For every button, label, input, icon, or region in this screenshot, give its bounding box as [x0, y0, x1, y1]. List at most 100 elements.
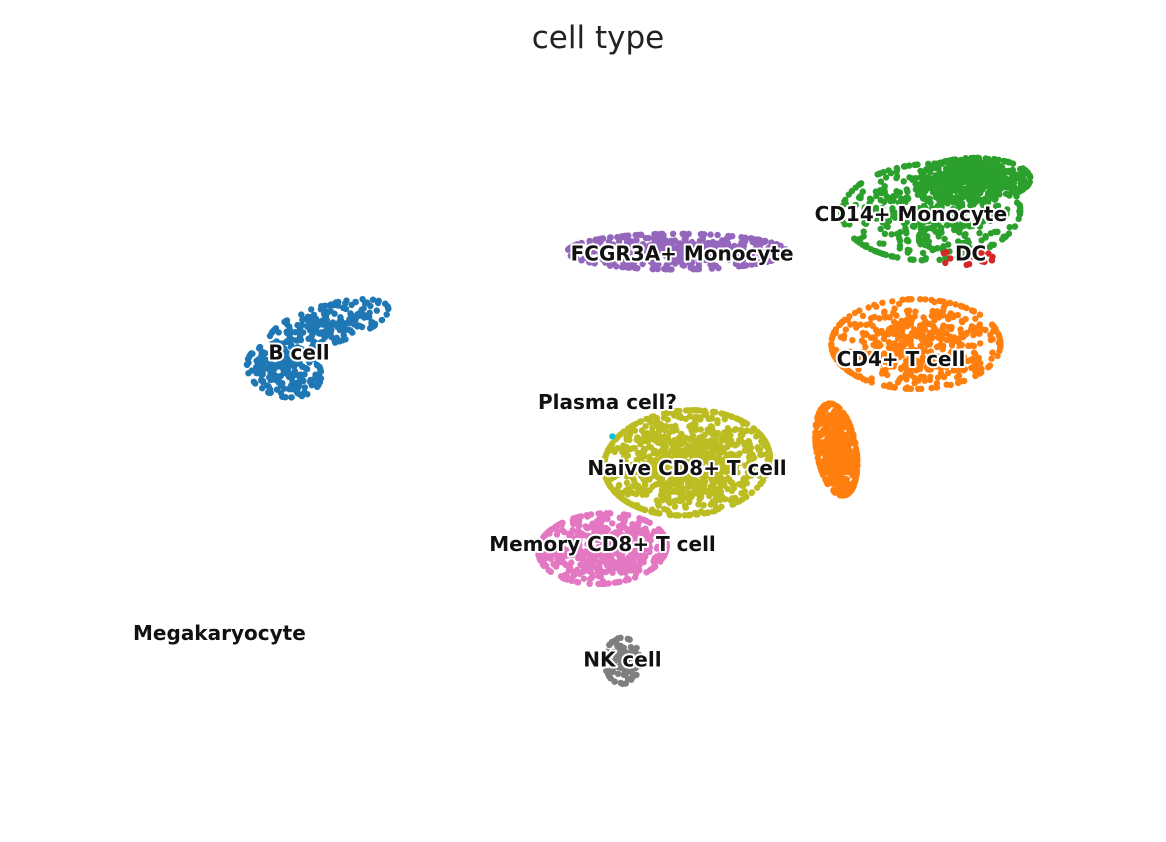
data-point	[712, 247, 719, 254]
data-point	[992, 203, 1000, 210]
data-point	[671, 250, 679, 257]
data-point	[758, 438, 765, 445]
data-point	[1016, 185, 1023, 192]
data-point	[287, 343, 294, 351]
data-point	[962, 315, 969, 323]
data-point	[973, 214, 980, 221]
data-point	[578, 239, 585, 247]
data-point	[841, 332, 848, 339]
data-point	[739, 496, 746, 503]
data-point	[342, 305, 350, 313]
data-point	[950, 171, 957, 178]
data-point	[1020, 178, 1027, 185]
data-point	[622, 487, 629, 494]
data-point	[675, 436, 683, 443]
data-point	[651, 234, 658, 241]
data-point	[841, 316, 848, 324]
data-point	[904, 249, 911, 256]
data-point	[541, 562, 548, 570]
data-point	[897, 320, 904, 328]
data-point	[596, 251, 604, 259]
data-point	[330, 302, 338, 309]
data-point	[767, 257, 775, 264]
data-point	[243, 361, 251, 369]
data-point	[937, 159, 944, 166]
data-point	[868, 315, 875, 322]
cluster-cd4-t-cell	[812, 296, 1004, 499]
data-point	[358, 306, 365, 314]
data-point	[625, 499, 632, 506]
data-point	[987, 230, 995, 237]
data-point	[317, 365, 324, 372]
data-point	[920, 373, 928, 381]
data-point	[565, 246, 572, 253]
data-point	[610, 565, 617, 573]
data-point	[585, 558, 592, 565]
cluster-label: FCGR3A+ Monocyte	[571, 241, 794, 265]
data-point	[614, 233, 621, 241]
data-point	[877, 178, 885, 185]
data-point	[729, 495, 736, 502]
data-point	[839, 455, 847, 462]
data-point	[918, 225, 926, 232]
data-point	[842, 326, 849, 333]
data-point	[658, 447, 665, 455]
data-point	[655, 420, 663, 427]
cluster-fcgr3a-monocyte	[565, 230, 790, 273]
data-point	[689, 407, 696, 414]
data-point	[970, 154, 978, 162]
data-point	[982, 234, 989, 241]
data-point	[1017, 165, 1024, 173]
data-point	[903, 237, 910, 244]
data-point	[614, 256, 621, 263]
data-point	[704, 426, 711, 433]
data-point	[903, 186, 910, 193]
data-point	[919, 249, 927, 257]
data-point	[630, 422, 637, 429]
data-point	[950, 156, 957, 163]
data-point	[709, 498, 717, 505]
data-point	[620, 442, 627, 449]
data-point	[925, 337, 932, 344]
data-point	[347, 314, 354, 322]
data-point	[701, 407, 708, 414]
data-point	[877, 225, 884, 233]
data-point	[846, 447, 853, 454]
data-point	[259, 368, 266, 375]
data-point	[927, 373, 934, 381]
data-point	[555, 521, 562, 529]
data-point	[597, 572, 605, 580]
data-point	[928, 384, 935, 392]
data-point	[987, 331, 994, 339]
data-point	[652, 556, 660, 563]
data-point	[937, 329, 945, 336]
data-point	[622, 577, 629, 584]
data-point	[638, 505, 645, 512]
data-point	[695, 259, 702, 266]
data-point	[748, 489, 756, 496]
data-point	[629, 259, 636, 266]
data-point	[273, 340, 280, 347]
data-point	[701, 446, 708, 453]
data-point	[682, 504, 689, 511]
data-point	[881, 230, 889, 237]
data-point	[643, 517, 650, 525]
data-point	[955, 224, 962, 232]
data-point	[873, 303, 880, 310]
data-point	[939, 312, 947, 319]
data-point	[681, 512, 688, 519]
data-point	[970, 342, 978, 350]
data-point	[294, 379, 301, 386]
data-point	[721, 481, 728, 489]
data-point	[283, 354, 290, 362]
data-point	[985, 364, 992, 371]
data-point	[597, 510, 604, 517]
data-point	[943, 249, 950, 256]
data-point	[586, 580, 593, 587]
data-point	[632, 564, 639, 572]
data-point	[679, 488, 686, 496]
data-point	[836, 435, 844, 443]
data-point	[741, 248, 748, 255]
data-point	[896, 235, 903, 242]
data-point	[286, 327, 293, 334]
